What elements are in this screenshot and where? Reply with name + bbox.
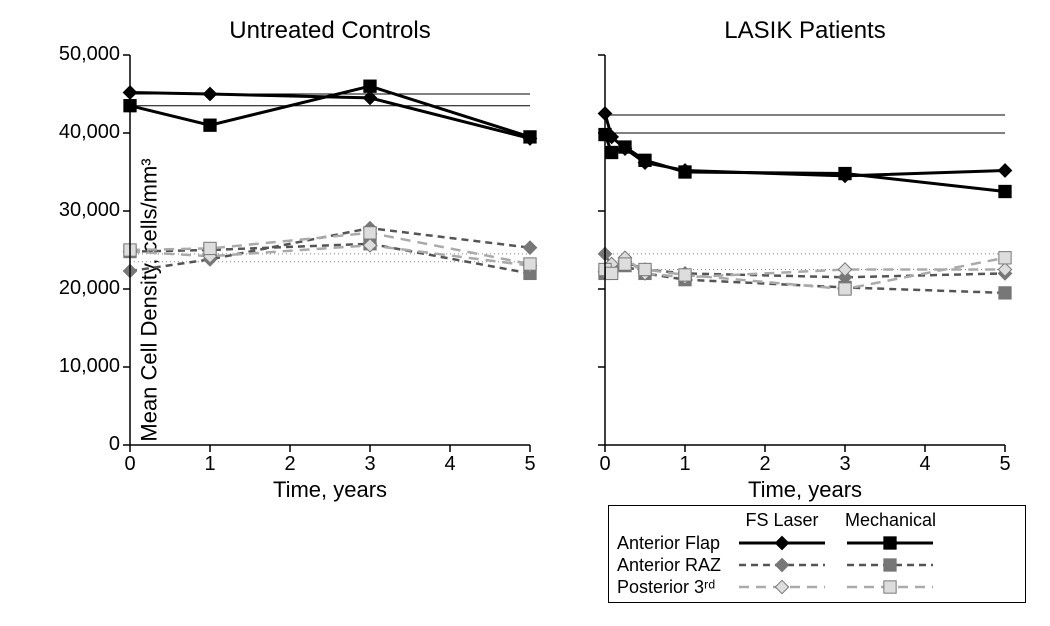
legend-sample-aflap-fs	[737, 532, 827, 554]
legend-label-anterior-flap: Anterior Flap	[617, 533, 737, 554]
x-tick-label: 1	[190, 453, 230, 476]
x-tick-label: 2	[270, 453, 310, 476]
x-axis-label-lasik: Time, years	[605, 477, 1005, 503]
x-tick-label: 3	[350, 453, 390, 476]
x-tick-label: 3	[825, 453, 865, 476]
figure: Mean Cell Density, cells/mm³ Untreated C…	[0, 0, 1050, 626]
x-tick-label: 0	[585, 453, 625, 476]
legend-header-fs: FS Laser	[737, 510, 827, 532]
x-tick-label: 4	[430, 453, 470, 476]
x-tick-label: 4	[905, 453, 945, 476]
x-tick-label: 5	[510, 453, 550, 476]
legend-header-mech: Mechanical	[845, 510, 935, 532]
legend-sample-post-mech	[845, 576, 935, 598]
legend-label-posterior: Posterior 3ʳᵈ	[617, 577, 737, 598]
legend-sample-araz-mech	[845, 554, 935, 576]
x-axis-label-controls: Time, years	[130, 477, 530, 503]
legend-header-row: FS Laser Mechanical	[617, 510, 1017, 532]
legend-row-posterior: Posterior 3ʳᵈ	[617, 576, 1017, 598]
panel-controls	[130, 55, 530, 445]
y-tick-label: 10,000	[38, 355, 120, 378]
y-tick-label: 30,000	[38, 199, 120, 222]
y-tick-label: 0	[38, 433, 120, 456]
legend-sample-araz-fs	[737, 554, 827, 576]
x-tick-label: 5	[985, 453, 1025, 476]
panel-lasik	[605, 55, 1005, 445]
panel-title-lasik: LASIK Patients	[605, 17, 1005, 45]
x-tick-label: 0	[110, 453, 150, 476]
panel-title-controls: Untreated Controls	[130, 17, 530, 45]
x-tick-label: 1	[665, 453, 705, 476]
legend-row-anterior-flap: Anterior Flap	[617, 532, 1017, 554]
x-tick-label: 2	[745, 453, 785, 476]
legend-row-anterior-raz: Anterior RAZ	[617, 554, 1017, 576]
legend-label-anterior-raz: Anterior RAZ	[617, 555, 737, 576]
y-tick-label: 20,000	[38, 277, 120, 300]
legend-sample-aflap-mech	[845, 532, 935, 554]
y-tick-label: 40,000	[38, 121, 120, 144]
y-tick-label: 50,000	[38, 43, 120, 66]
legend: FS Laser Mechanical Anterior Flap Anteri…	[608, 505, 1026, 603]
legend-sample-post-fs	[737, 576, 827, 598]
